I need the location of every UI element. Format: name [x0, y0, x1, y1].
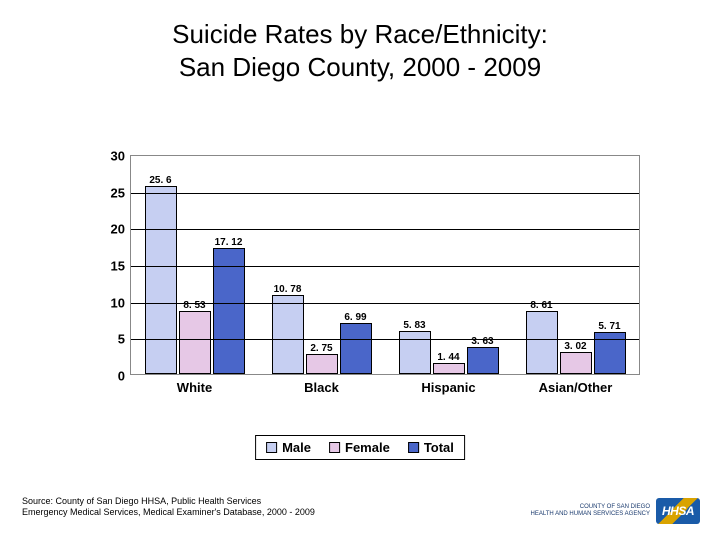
x-category-label: Hispanic — [385, 374, 512, 395]
x-category-label: Asian/Other — [512, 374, 639, 395]
bar-value-label: 25. 6 — [149, 175, 171, 187]
bar-groups: 25. 68. 5317. 12White10. 782. 756. 99Bla… — [131, 156, 639, 374]
slide: Suicide Rates by Race/Ethnicity: San Die… — [0, 0, 720, 540]
bar-group: 5. 831. 443. 63Hispanic — [385, 156, 512, 374]
y-tick-label: 5 — [95, 332, 131, 347]
bar: 2. 75 — [306, 354, 338, 374]
bar: 5. 83 — [399, 331, 431, 374]
source-line-2: Emergency Medical Services, Medical Exam… — [22, 507, 315, 517]
chart-title: Suicide Rates by Race/Ethnicity: San Die… — [0, 0, 720, 83]
bar-value-label: 6. 99 — [344, 312, 366, 324]
chart: 25. 68. 5317. 12White10. 782. 756. 99Bla… — [95, 155, 640, 400]
bar: 3. 02 — [560, 352, 592, 374]
agency-logo: COUNTY OF SAN DIEGO HEALTH AND HUMAN SER… — [531, 498, 700, 524]
logo-mark: HHSA — [656, 498, 700, 524]
logo-text: COUNTY OF SAN DIEGO HEALTH AND HUMAN SER… — [531, 504, 650, 517]
title-line-2: San Diego County, 2000 - 2009 — [179, 52, 541, 82]
gridline — [131, 303, 639, 304]
y-tick-label: 10 — [95, 295, 131, 310]
bar-group: 10. 782. 756. 99Black — [258, 156, 385, 374]
bar-group: 8. 613. 025. 71Asian/Other — [512, 156, 639, 374]
bar: 3. 63 — [467, 347, 499, 374]
source-citation: Source: County of San Diego HHSA, Public… — [22, 496, 315, 519]
gridline — [131, 339, 639, 340]
gridline — [131, 193, 639, 194]
bar: 6. 99 — [340, 323, 372, 374]
bar-value-label: 10. 78 — [274, 284, 302, 296]
legend-swatch — [329, 442, 340, 453]
gridline — [131, 229, 639, 230]
legend-item: Male — [266, 440, 311, 455]
bar: 8. 61 — [526, 311, 558, 374]
legend-label: Male — [282, 440, 311, 455]
bar-value-label: 3. 02 — [564, 341, 586, 353]
y-tick-label: 0 — [95, 369, 131, 384]
legend-swatch — [266, 442, 277, 453]
title-line-1: Suicide Rates by Race/Ethnicity: — [172, 19, 548, 49]
legend-item: Total — [408, 440, 454, 455]
bar: 10. 78 — [272, 295, 304, 374]
bar-group: 25. 68. 5317. 12White — [131, 156, 258, 374]
y-tick-label: 15 — [95, 259, 131, 274]
bar-value-label: 17. 12 — [215, 237, 243, 249]
x-category-label: Black — [258, 374, 385, 395]
bar: 17. 12 — [213, 248, 245, 374]
bar-value-label: 5. 83 — [403, 320, 425, 332]
x-category-label: White — [131, 374, 258, 395]
legend: Male Female Total — [255, 435, 465, 460]
y-tick-label: 30 — [95, 149, 131, 164]
y-tick-label: 20 — [95, 222, 131, 237]
plot-area: 25. 68. 5317. 12White10. 782. 756. 99Bla… — [130, 155, 640, 375]
bar: 8. 53 — [179, 311, 211, 374]
legend-swatch — [408, 442, 419, 453]
bar-value-label: 3. 63 — [471, 336, 493, 348]
legend-label: Total — [424, 440, 454, 455]
legend-item: Female — [329, 440, 390, 455]
legend-label: Female — [345, 440, 390, 455]
bar: 1. 44 — [433, 363, 465, 374]
bar-value-label: 5. 71 — [598, 321, 620, 333]
source-line-1: Source: County of San Diego HHSA, Public… — [22, 496, 261, 506]
bar-value-label: 2. 75 — [310, 343, 332, 355]
gridline — [131, 266, 639, 267]
bar: 25. 6 — [145, 186, 177, 374]
y-tick-label: 25 — [95, 185, 131, 200]
bar-value-label: 1. 44 — [437, 352, 459, 364]
